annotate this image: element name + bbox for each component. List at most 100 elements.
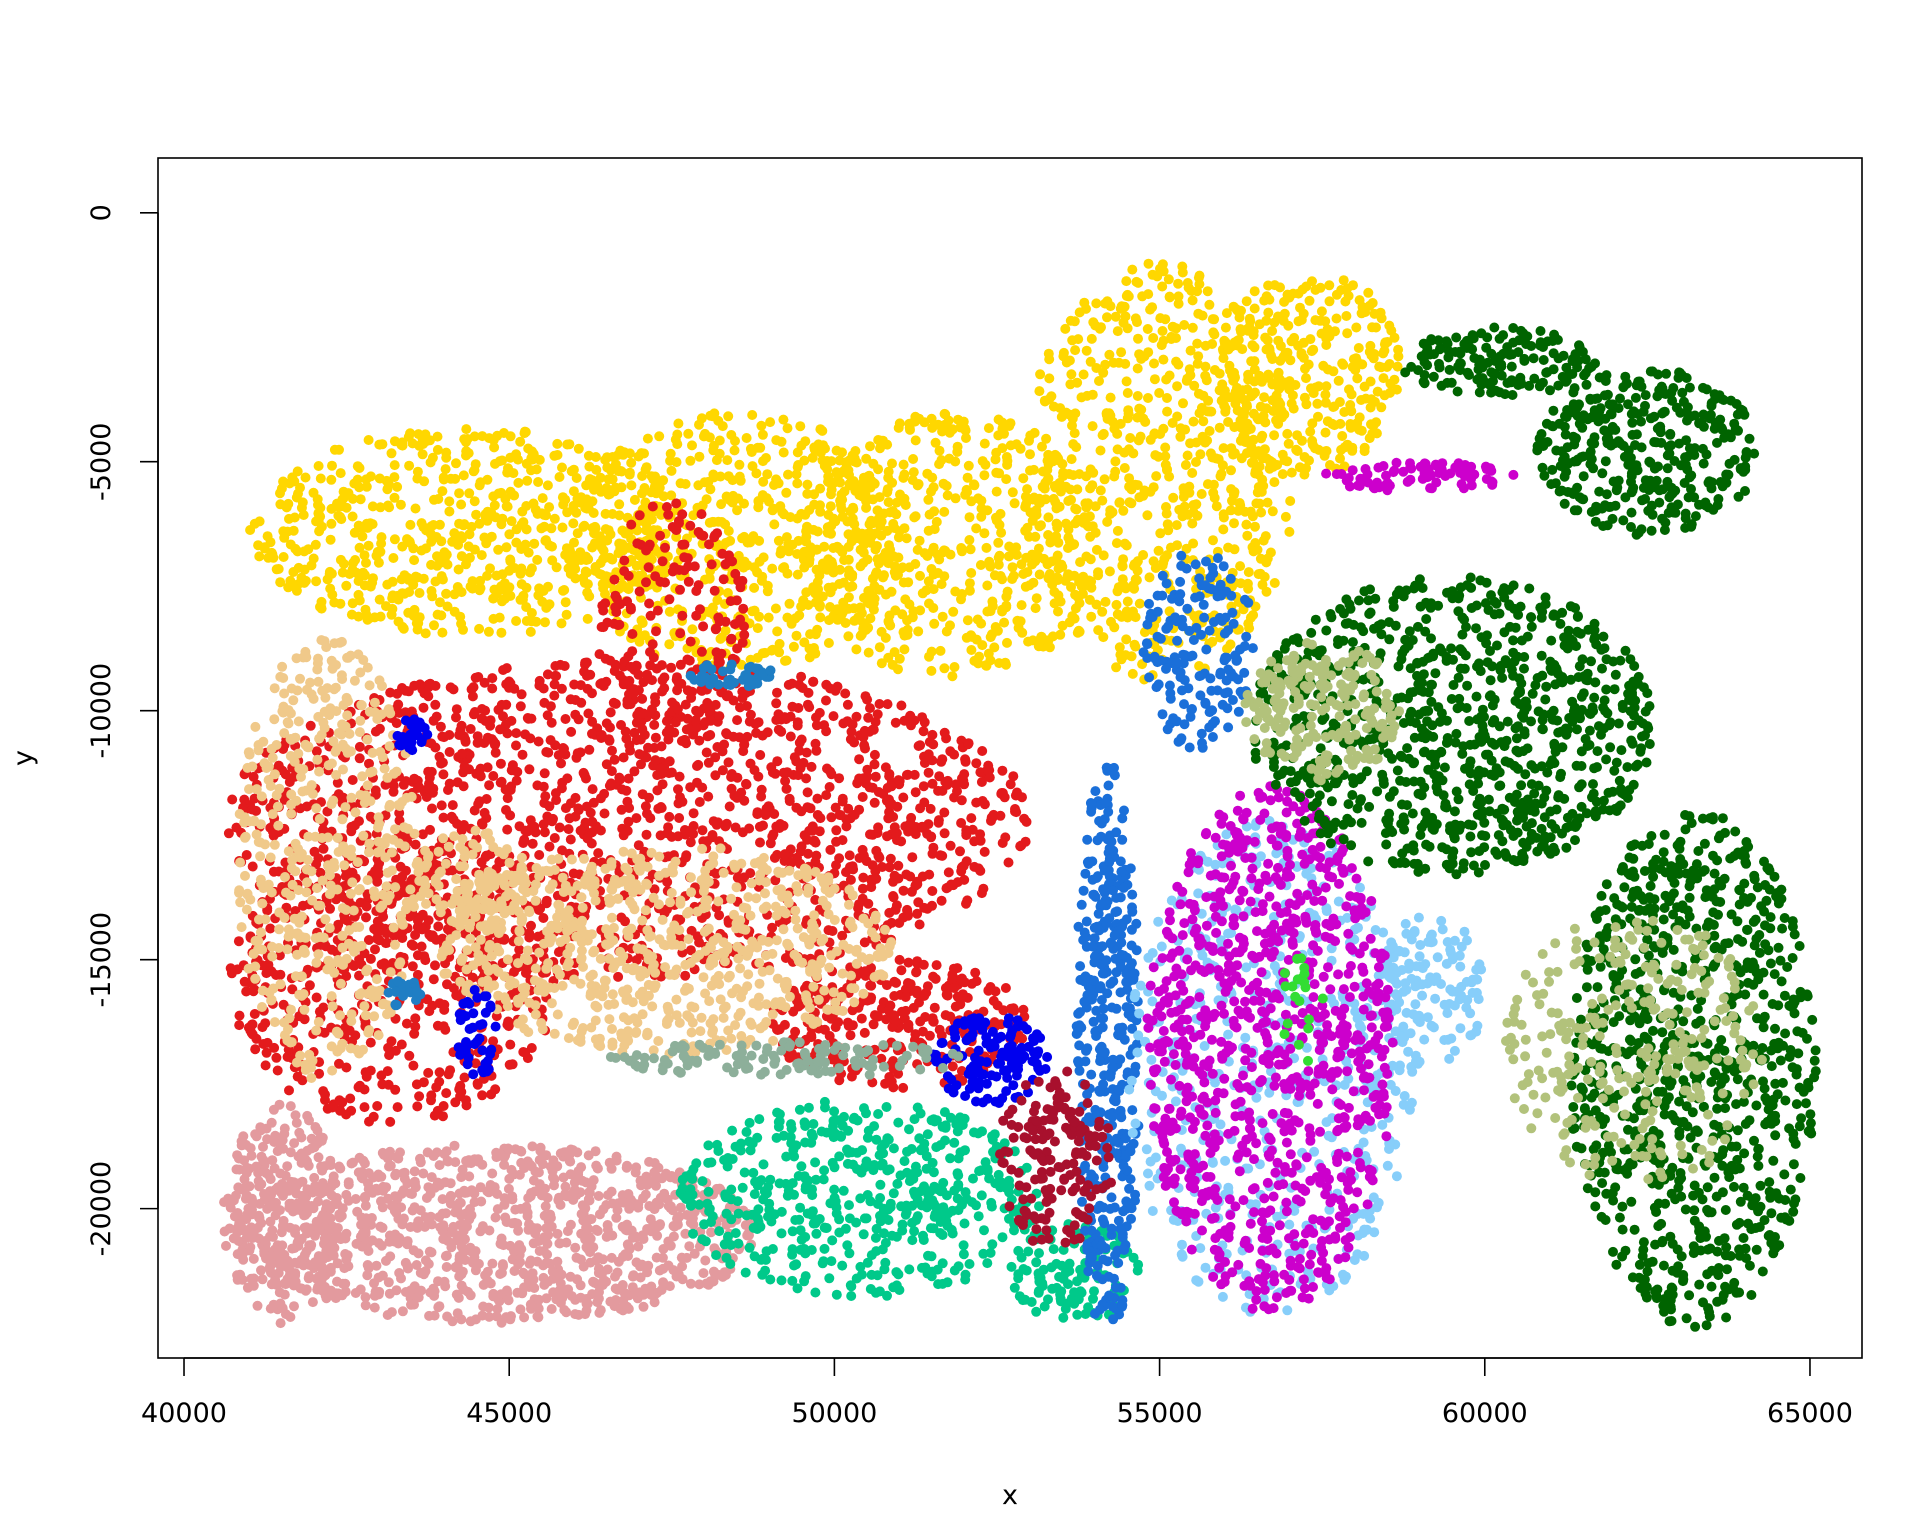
point xyxy=(502,1019,513,1030)
point xyxy=(363,435,374,445)
point xyxy=(757,730,768,741)
point xyxy=(327,1102,338,1113)
point xyxy=(1045,537,1056,548)
point xyxy=(745,654,756,665)
point xyxy=(910,416,920,427)
point xyxy=(1153,545,1164,556)
point xyxy=(617,525,628,536)
point xyxy=(1094,376,1104,386)
point xyxy=(495,758,506,769)
point xyxy=(278,552,289,562)
point xyxy=(730,568,741,579)
point xyxy=(599,788,610,799)
point xyxy=(636,448,647,459)
point xyxy=(624,467,635,478)
point xyxy=(562,773,573,784)
point xyxy=(895,489,905,500)
point xyxy=(1200,361,1211,372)
point xyxy=(703,757,714,768)
point xyxy=(434,751,445,762)
point xyxy=(680,970,691,981)
point xyxy=(596,730,607,740)
point xyxy=(1034,521,1045,532)
point xyxy=(649,719,660,730)
point xyxy=(557,522,568,533)
point xyxy=(628,688,639,699)
point xyxy=(1015,616,1026,627)
point xyxy=(467,691,478,702)
point xyxy=(962,615,973,626)
point xyxy=(404,1050,415,1061)
point xyxy=(1119,463,1130,473)
point xyxy=(406,939,417,950)
point xyxy=(1299,452,1310,462)
point xyxy=(489,500,500,511)
point xyxy=(1366,419,1376,430)
point xyxy=(1160,314,1171,325)
point xyxy=(1126,651,1137,662)
point xyxy=(757,571,768,582)
point xyxy=(745,868,756,879)
point xyxy=(936,455,947,466)
point xyxy=(327,460,337,471)
point xyxy=(1337,431,1348,441)
point xyxy=(539,827,550,838)
point xyxy=(991,512,1001,523)
point xyxy=(439,732,449,743)
point xyxy=(1114,497,1125,508)
point xyxy=(1042,559,1053,570)
point xyxy=(515,568,526,579)
point xyxy=(839,486,850,497)
point xyxy=(1120,311,1131,322)
point xyxy=(568,464,579,475)
point xyxy=(1211,501,1222,512)
point xyxy=(854,754,865,765)
point xyxy=(710,699,721,710)
point xyxy=(838,718,849,729)
point xyxy=(563,563,574,574)
point xyxy=(431,1082,442,1093)
point xyxy=(1328,366,1339,377)
point xyxy=(1255,401,1266,412)
point xyxy=(438,769,449,780)
point xyxy=(1393,351,1404,362)
point xyxy=(961,433,971,443)
point xyxy=(347,775,358,785)
point xyxy=(374,594,385,605)
point xyxy=(393,594,404,605)
point xyxy=(708,445,719,456)
point xyxy=(865,829,875,840)
point xyxy=(739,629,750,640)
point xyxy=(901,533,912,544)
point xyxy=(961,632,972,643)
point xyxy=(557,462,567,473)
point xyxy=(848,864,859,875)
point xyxy=(412,572,423,583)
point xyxy=(858,623,869,634)
point xyxy=(990,454,1001,465)
point xyxy=(1065,379,1076,390)
point xyxy=(971,523,982,534)
point xyxy=(1148,333,1159,343)
point xyxy=(485,715,496,726)
point xyxy=(1022,567,1033,578)
point xyxy=(1256,486,1267,497)
point xyxy=(738,603,749,614)
point xyxy=(1244,623,1255,634)
point xyxy=(882,831,892,842)
point xyxy=(1188,538,1199,549)
point xyxy=(893,664,903,675)
point xyxy=(1157,281,1168,292)
point xyxy=(915,570,925,581)
point xyxy=(691,610,702,621)
point xyxy=(313,461,324,471)
point xyxy=(948,606,959,617)
point xyxy=(1223,542,1234,553)
point xyxy=(318,1086,329,1097)
point xyxy=(1235,500,1246,511)
point xyxy=(1208,535,1218,546)
point xyxy=(603,525,614,536)
point xyxy=(1217,460,1228,471)
point xyxy=(718,574,729,585)
point xyxy=(837,447,847,458)
